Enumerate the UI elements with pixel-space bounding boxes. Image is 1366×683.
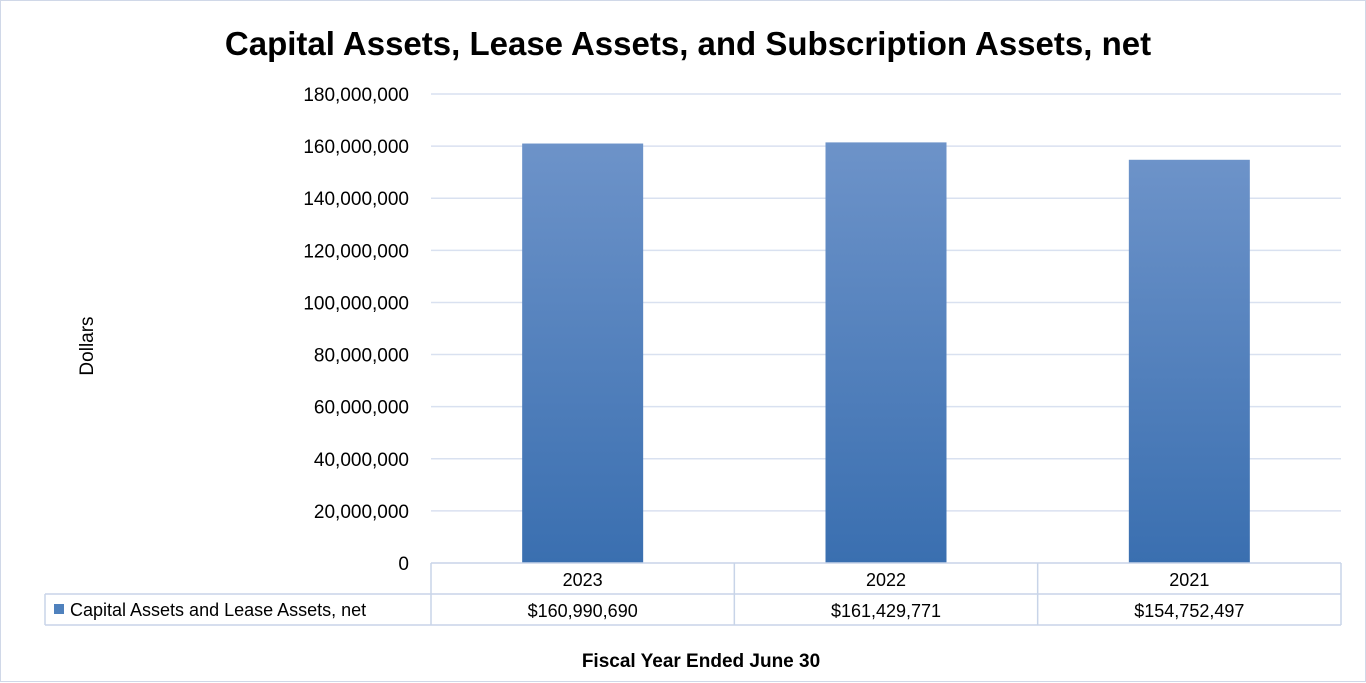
bar <box>522 143 644 563</box>
y-tick-label: 120,000,000 <box>303 241 409 262</box>
y-axis-title: Dollars <box>77 316 98 375</box>
y-tick-label: 40,000,000 <box>314 450 409 471</box>
y-axis-ticks: 0 20,000,000 40,000,000 60,000,000 80,000,00… <box>303 85 409 575</box>
bar <box>1128 159 1250 564</box>
y-tick-label: 20,000,000 <box>314 502 409 523</box>
bars <box>522 142 1250 564</box>
y-tick-label: 160,000,000 <box>303 137 409 158</box>
y-tick-label: 180,000,000 <box>303 85 409 106</box>
x-category-label: 2023 <box>563 570 603 590</box>
y-tick-label: 60,000,000 <box>314 398 409 419</box>
data-table: 2023 $160,990,690 2022 $161,429,771 2021 $154… <box>44 562 1342 626</box>
data-label: $161,429,771 <box>831 601 941 621</box>
legend-swatch <box>54 604 64 614</box>
data-label: $160,990,690 <box>528 601 638 621</box>
data-label: $154,752,497 <box>1134 601 1244 621</box>
x-category-label: 2022 <box>866 570 906 590</box>
y-tick-label: 140,000,000 <box>303 189 409 210</box>
x-category-label: 2021 <box>1169 570 1209 590</box>
bar <box>825 142 947 564</box>
y-tick-label: 100,000,000 <box>303 293 409 314</box>
legend-series-name: Capital Assets and Lease Assets, net <box>70 600 366 620</box>
x-axis-title: Fiscal Year Ended June 30 <box>582 651 820 672</box>
y-tick-label: 80,000,000 <box>314 346 409 367</box>
chart-title: Capital Assets, Lease Assets, and Subscr… <box>225 25 1151 62</box>
y-tick-label: 0 <box>398 554 409 575</box>
